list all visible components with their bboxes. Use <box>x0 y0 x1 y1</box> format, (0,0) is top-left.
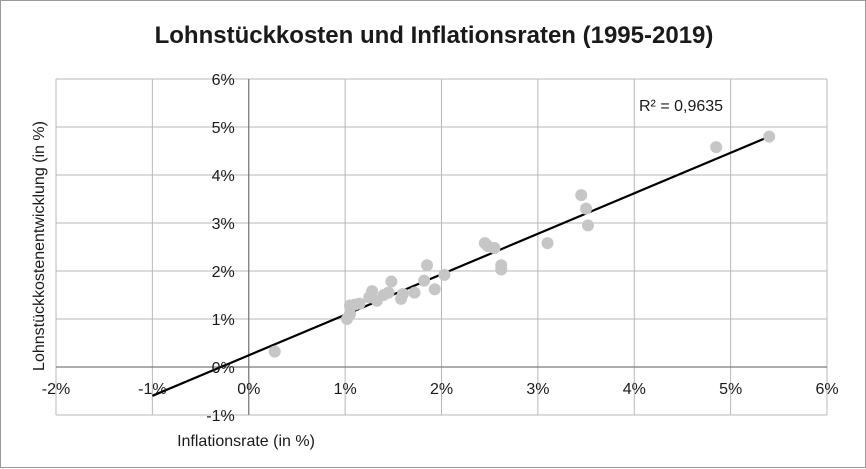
data-point <box>396 288 409 301</box>
points-group <box>268 130 776 358</box>
x-axis-label: Inflationsrate (in %) <box>177 433 315 450</box>
x-tick-label: -2% <box>42 381 70 398</box>
data-point <box>418 274 431 287</box>
data-point <box>575 189 588 202</box>
y-tick-label: 6% <box>212 72 235 89</box>
data-point <box>408 286 421 299</box>
data-point <box>421 259 434 272</box>
chart-title: Lohnstückkosten und Inflationsraten (199… <box>155 22 714 49</box>
y-axis-label: Lohnstückkostenentwicklung (in %) <box>31 121 48 371</box>
x-tick-label: 6% <box>815 381 838 398</box>
data-point <box>495 263 508 276</box>
trendline-group <box>151 135 770 397</box>
data-point <box>541 237 554 250</box>
x-tick-label: -1% <box>138 381 166 398</box>
y-tick-label: 1% <box>212 312 235 329</box>
data-point <box>763 130 776 143</box>
x-tick-label: 3% <box>526 381 549 398</box>
data-point <box>580 202 593 215</box>
data-point <box>710 141 723 154</box>
y-tick-label: -1% <box>206 408 234 425</box>
x-tick-label: 5% <box>719 381 742 398</box>
grid <box>55 78 828 416</box>
data-point <box>268 345 281 358</box>
data-point <box>382 286 395 299</box>
data-point <box>438 268 451 281</box>
data-point <box>581 219 594 232</box>
y-tick-label: 3% <box>212 216 235 233</box>
axes <box>56 79 827 415</box>
y-tick-label: 4% <box>212 168 235 185</box>
x-tick-label: 4% <box>623 381 646 398</box>
data-point <box>488 241 501 254</box>
y-tick-label: 0% <box>212 360 235 377</box>
x-tick-label: 0% <box>237 381 260 398</box>
x-tick-label: 2% <box>430 381 453 398</box>
data-point <box>366 285 379 298</box>
r-squared-annotation: R² = 0,9635 <box>639 98 723 115</box>
data-point <box>385 275 398 288</box>
data-point <box>353 297 366 310</box>
data-point <box>428 283 441 296</box>
trendline <box>151 135 770 397</box>
tick-labels: -2% -1% 0% 1% 2% 3% 4% 5% 6%-1%0%1%2%3%4%5%6% <box>42 72 839 425</box>
x-tick-label: 1% <box>334 381 357 398</box>
y-tick-label: 5% <box>212 120 235 137</box>
data-point <box>343 308 356 321</box>
y-tick-label: 2% <box>212 264 235 281</box>
